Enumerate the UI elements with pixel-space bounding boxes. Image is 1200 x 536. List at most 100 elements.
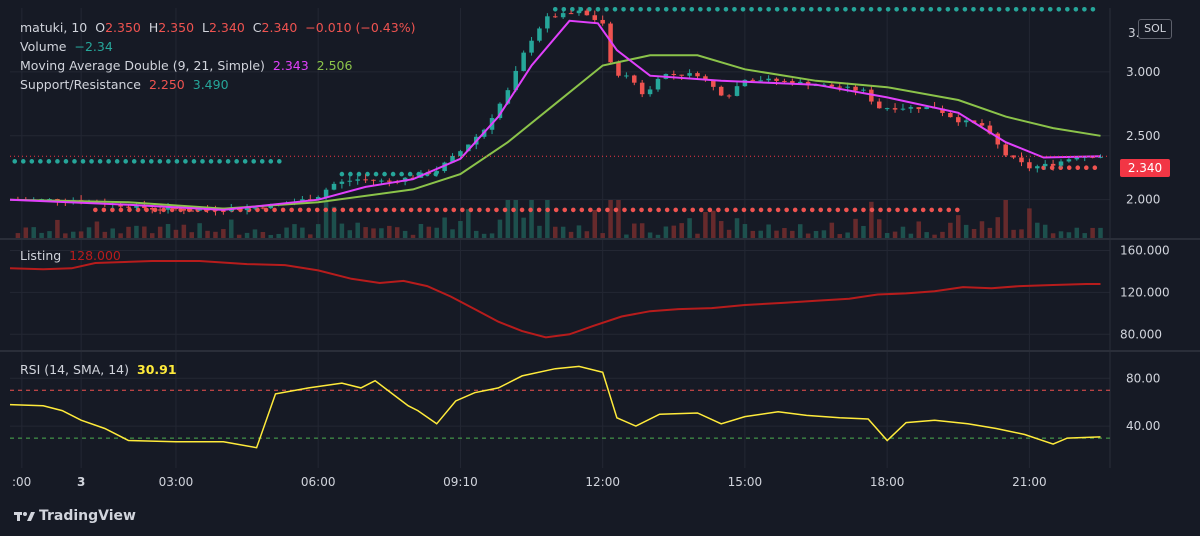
symbol-button[interactable]: SOL: [1138, 19, 1172, 39]
volume-bar: [663, 226, 669, 238]
volume-bar: [102, 231, 108, 238]
volume-bar: [86, 227, 92, 238]
volume-bar: [932, 234, 937, 238]
volume-bar: [110, 228, 115, 238]
volume-bar: [655, 234, 661, 238]
candle-body: [869, 89, 874, 102]
support-dot: [425, 207, 431, 213]
resistance-dot: [63, 159, 69, 164]
volume-bar: [118, 233, 123, 238]
candle-body: [339, 181, 345, 184]
support-dot: [912, 207, 917, 213]
candle-body: [260, 207, 266, 209]
volume-bar: [592, 210, 598, 238]
candlesticks: [15, 6, 1103, 216]
volume-bar: [790, 230, 795, 238]
support-dot: [955, 207, 960, 213]
support-dot: [903, 207, 909, 213]
volume-bar: [1042, 224, 1048, 238]
close-value: 2.340: [261, 20, 298, 35]
tradingview-watermark[interactable]: TradingView: [14, 508, 136, 524]
resistance-dot: [29, 159, 35, 164]
volume-bar: [339, 223, 345, 238]
support-dot: [681, 207, 687, 213]
support-dot: [946, 207, 952, 213]
resistance-dot: [373, 171, 379, 177]
ma-label: Moving Average Double (9, 21, Simple): [20, 58, 265, 73]
resistance-dot: [38, 159, 43, 164]
support-dot: [716, 207, 721, 213]
volume-bar: [979, 221, 985, 238]
support-dot: [289, 207, 294, 213]
ma-legend[interactable]: Moving Average Double (9, 21, Simple) 2.…: [20, 58, 356, 73]
resistance-dot: [348, 171, 353, 177]
resistance-dot: [689, 6, 695, 12]
change-value: −0.010 (−0.43%): [305, 20, 416, 35]
support-dot: [178, 207, 183, 213]
volume-bar: [529, 200, 534, 238]
volume-bar: [236, 234, 242, 238]
resistance-dot: [791, 6, 797, 12]
candle-body: [963, 120, 969, 123]
high-label: H: [148, 20, 159, 35]
support-dot: [502, 207, 508, 213]
resistance-dot: [97, 159, 103, 164]
resistance-dot: [971, 6, 976, 12]
volume-bar: [568, 231, 574, 238]
support-dot: [844, 207, 849, 213]
resistance-dot: [885, 6, 891, 12]
candle-body: [497, 103, 503, 119]
candle-body: [434, 171, 439, 174]
volume-bar: [545, 200, 550, 238]
support-dot: [519, 207, 525, 213]
support-dot: [417, 207, 422, 213]
volume-bar: [553, 226, 558, 238]
time-tick-label: 06:00: [301, 475, 336, 489]
candle-body: [47, 199, 52, 201]
support-dot: [886, 207, 892, 213]
resistance-dot: [732, 6, 737, 12]
support-dot: [383, 207, 388, 213]
support-dot: [144, 207, 149, 213]
time-tick-label: 21:00: [1012, 475, 1047, 489]
candle-body: [671, 73, 677, 75]
support-dot: [878, 207, 883, 213]
support-dot: [93, 207, 98, 213]
support-dot: [929, 207, 935, 213]
resistance-value: 3.490: [192, 77, 229, 92]
resistance-dot: [578, 6, 584, 12]
volume-bar: [371, 228, 376, 238]
listing-legend[interactable]: Listing 128.000: [20, 248, 125, 263]
open-label: O: [95, 20, 106, 35]
candle-body: [244, 208, 250, 211]
candle-body: [758, 80, 763, 82]
candle-body: [734, 86, 740, 96]
volume-bar: [379, 228, 384, 238]
volume-bar: [434, 227, 439, 238]
support-dot: [937, 207, 943, 213]
candle-body: [331, 183, 337, 190]
time-tick-label: 12:00: [585, 475, 620, 489]
sr-legend[interactable]: Support/Resistance 2.250 3.490: [20, 77, 233, 92]
resistance-dot: [937, 6, 942, 12]
resistance-dot: [783, 6, 788, 12]
rsi-legend[interactable]: RSI (14, SMA, 14) 30.91: [20, 362, 181, 377]
resistance-dot: [826, 6, 831, 12]
candle-body: [884, 108, 890, 110]
volume-bar: [869, 201, 874, 238]
resistance-dot: [561, 6, 567, 12]
candle-body: [900, 108, 906, 110]
support-dot: [442, 207, 448, 213]
volume-bar: [940, 231, 945, 238]
volume-legend[interactable]: Volume −2.34: [20, 39, 117, 54]
rsi-line: [9, 365, 1101, 449]
resistance-dot: [191, 159, 197, 164]
support-dot: [511, 207, 516, 213]
volume-bar: [213, 231, 218, 238]
symbol-label[interactable]: matuki, 10: [20, 20, 88, 35]
volume-bar: [300, 227, 305, 238]
candle-body: [632, 75, 637, 83]
ma-slow-line: [9, 54, 1101, 210]
listing-tick-label: 160.000: [1120, 243, 1170, 257]
